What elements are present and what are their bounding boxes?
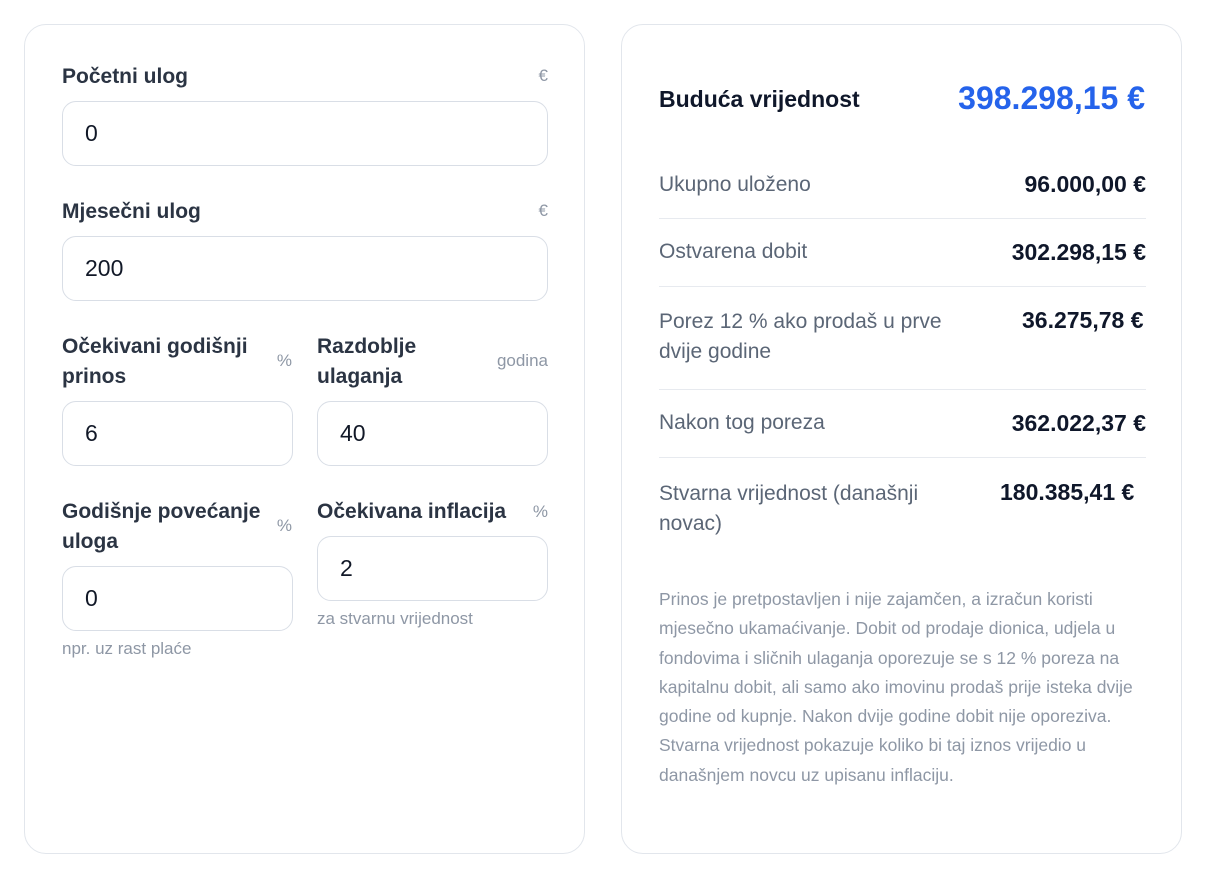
result-row-after-tax: Nakon tog poreza 362.022,37 € [659,390,1146,458]
result-row-value: 96.000,00 € [1024,171,1146,197]
result-row-tax: Porez 12 % ako prodaš u prve dvije godin… [659,287,1146,390]
result-row-value: 36.275,78 € [1022,307,1144,333]
result-row-label: Porez 12 % ako prodaš u prve dvije godin… [659,310,942,363]
annual-increase-unit: % [276,516,292,535]
investment-period-input[interactable] [317,401,548,466]
disclaimer-note: Prinos je pretpostavljen i nije zajamčen… [659,589,1133,785]
monthly-deposit-input[interactable] [62,236,548,301]
results-card: Buduća vrijednost 398.298,15 € Ukupno ul… [621,24,1182,854]
investment-period-label: Razdoblje ulaganja [317,335,417,388]
return-rate-label: Očekivani godišnji prinos [62,335,248,388]
result-row-value: 362.022,37 € [1011,410,1146,436]
annual-increase-input[interactable] [62,566,293,631]
return-rate-unit: % [276,351,292,370]
result-row-total-invested: Ukupno uloženo 96.000,00 € [659,151,1146,219]
result-row-value: 180.385,41 € [1000,479,1135,505]
initial-deposit-label: Početni ulog [62,65,188,88]
inflation-label: Očekivana inflacija [317,500,507,523]
result-row-value: 302.298,15 € [1011,239,1146,265]
future-value-label: Buduća vrijednost [659,86,860,112]
investment-period-unit: godina [496,351,548,370]
initial-deposit-input[interactable] [62,101,548,166]
inflation-hint: za stvarnu vrijednost [317,609,473,628]
initial-deposit-unit: € [538,66,548,85]
inflation-unit: % [532,502,548,521]
result-row-label: Ukupno uloženo [659,173,811,196]
result-row-profit: Ostvarena dobit 302.298,15 € [659,219,1146,287]
monthly-deposit-unit: € [538,201,548,220]
result-row-real-value: Stvarna vrijednost (današnji novac) 180.… [659,458,1146,558]
result-row-label: Nakon tog poreza [659,411,825,434]
inflation-input[interactable] [317,536,548,601]
result-row-label: Stvarna vrijednost (današnji novac) [659,482,919,535]
future-value-amount: 398.298,15 € [958,80,1145,116]
calculator-form-card: Početni ulog € Mjesečni ulog € Očekivani… [24,24,585,854]
return-rate-input[interactable] [62,401,293,466]
result-row-label: Ostvarena dobit [659,240,808,263]
annual-increase-label: Godišnje povećanje uloga [62,500,261,553]
monthly-deposit-label: Mjesečni ulog [62,200,201,223]
annual-increase-hint: npr. uz rast plaće [62,639,192,658]
